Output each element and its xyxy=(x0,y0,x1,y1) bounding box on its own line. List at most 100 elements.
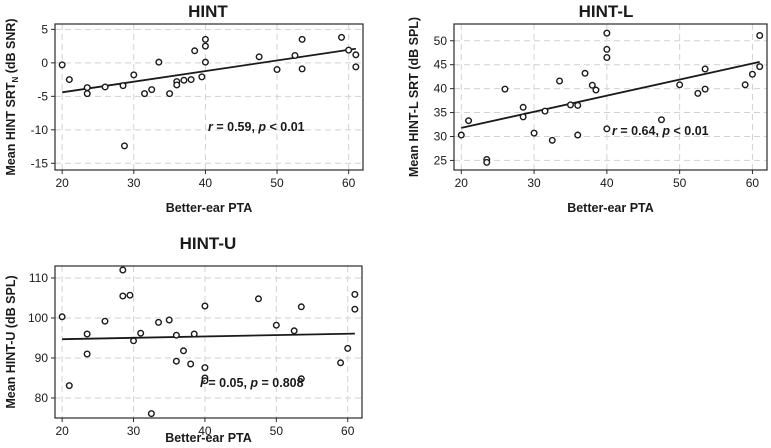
data-point xyxy=(255,53,263,61)
fit-line xyxy=(62,332,355,341)
data-point xyxy=(581,69,589,77)
chart-hintu: 20 30 40 50 60 110 100 90 80 HINT-U Better-ear PTA… xyxy=(4,234,363,445)
data-point xyxy=(198,73,206,81)
data-point xyxy=(201,377,209,385)
data-point xyxy=(173,81,181,89)
y-axis-label: Mean HINT-U (dB SPL) xyxy=(4,275,18,408)
data-point xyxy=(119,292,127,300)
y-axis-label: Mean HINT-L SRT (dB SPL) xyxy=(407,17,421,177)
y-axis-label-main: Mean HINT SRT xyxy=(4,82,18,175)
data-point xyxy=(187,360,195,368)
data-point xyxy=(273,66,281,74)
data-point xyxy=(352,51,360,59)
annotation-p-symbol: p xyxy=(249,376,258,390)
data-point xyxy=(588,81,596,89)
data-point xyxy=(148,86,156,94)
data-point xyxy=(272,321,280,329)
data-point xyxy=(165,316,173,324)
chart-hintl: 20 30 40 50 60 50 45 40 35 30 25 HINT-L Better-ear P… xyxy=(407,2,768,215)
data-point xyxy=(603,45,611,53)
y-axis-label-main: Mean HINT-L SRT (dB SPL) xyxy=(407,17,421,177)
y-axis-label-subscript: N xyxy=(11,77,20,83)
x-tick-label: 40 xyxy=(600,176,614,190)
y-axis-label: Mean HINT SRTN (dB SNR) xyxy=(4,18,20,175)
annotation-p-symbol: p xyxy=(257,120,266,134)
data-point xyxy=(172,331,180,339)
x-axis-label: Better-ear PTA xyxy=(166,201,253,215)
x-tick-label: 50 xyxy=(270,176,284,190)
data-point xyxy=(519,113,527,121)
data-point xyxy=(58,61,66,69)
x-tick-label: 30 xyxy=(127,424,141,438)
x-axis-label: Better-ear PTA xyxy=(165,431,252,445)
x-tick-label: 50 xyxy=(673,176,687,190)
y-tick-label: 40 xyxy=(434,82,448,96)
y-tick-label: 50 xyxy=(434,34,448,48)
data-point xyxy=(101,317,109,325)
data-point xyxy=(147,410,155,418)
data-point xyxy=(101,83,109,91)
data-point xyxy=(137,329,145,337)
annotation-r-value: = 0.59, xyxy=(213,120,259,134)
annotation-r-value: = 0.64, xyxy=(617,124,663,138)
data-point xyxy=(130,71,138,79)
x-tick-label: 40 xyxy=(198,424,212,438)
x-tick-label: 40 xyxy=(199,176,213,190)
plot-frame xyxy=(453,23,768,171)
data-point xyxy=(83,84,91,92)
y-tick-label: -10 xyxy=(31,123,49,137)
data-point xyxy=(201,302,209,310)
annotation-p-value: = 0.808 xyxy=(258,376,304,390)
x-tick-label: 20 xyxy=(55,176,69,190)
data-point xyxy=(741,81,749,89)
annotation-r-value: = 0.05, xyxy=(205,376,251,390)
data-point xyxy=(483,158,491,166)
data-point xyxy=(298,35,306,43)
data-point xyxy=(201,58,209,66)
data-point xyxy=(65,382,73,390)
data-point xyxy=(574,101,582,109)
data-point xyxy=(701,65,709,73)
y-tick-label: 25 xyxy=(434,153,448,167)
y-tick-label: 100 xyxy=(28,311,48,325)
data-point xyxy=(120,142,128,150)
data-point xyxy=(83,90,91,98)
data-point xyxy=(201,364,209,372)
data-point xyxy=(126,291,134,299)
data-point xyxy=(352,63,360,71)
x-tick-label: 20 xyxy=(455,176,469,190)
data-point xyxy=(83,330,91,338)
data-point xyxy=(119,82,127,90)
data-point xyxy=(603,54,611,62)
data-point xyxy=(187,76,195,84)
correlation-annotation: r = 0.59, p < 0.01 xyxy=(208,120,305,134)
x-tick-label: 20 xyxy=(55,424,69,438)
data-point xyxy=(574,131,582,139)
data-point xyxy=(65,76,73,84)
correlation-annotation: r = 0.05, p = 0.808 xyxy=(200,376,304,390)
fit-line xyxy=(461,60,760,129)
fit-line xyxy=(62,47,356,94)
data-point xyxy=(676,81,684,89)
data-point xyxy=(172,357,180,365)
x-tick-label: 30 xyxy=(127,176,141,190)
plot-frame xyxy=(54,265,363,419)
x-axis-label: Better-ear PTA xyxy=(567,201,654,215)
data-point xyxy=(694,89,702,97)
data-point xyxy=(119,266,127,274)
data-point xyxy=(155,318,163,326)
data-point xyxy=(603,29,611,37)
data-point xyxy=(298,65,306,73)
data-point xyxy=(337,359,345,367)
plot-frame xyxy=(54,23,364,171)
data-point xyxy=(657,116,665,124)
annotation-r-symbol: r xyxy=(612,124,618,138)
data-point xyxy=(180,347,188,355)
data-point xyxy=(465,117,473,125)
data-point xyxy=(141,90,149,98)
data-point xyxy=(83,350,91,358)
data-point xyxy=(701,85,709,93)
data-point xyxy=(190,330,198,338)
x-tick-label: 60 xyxy=(746,176,760,190)
